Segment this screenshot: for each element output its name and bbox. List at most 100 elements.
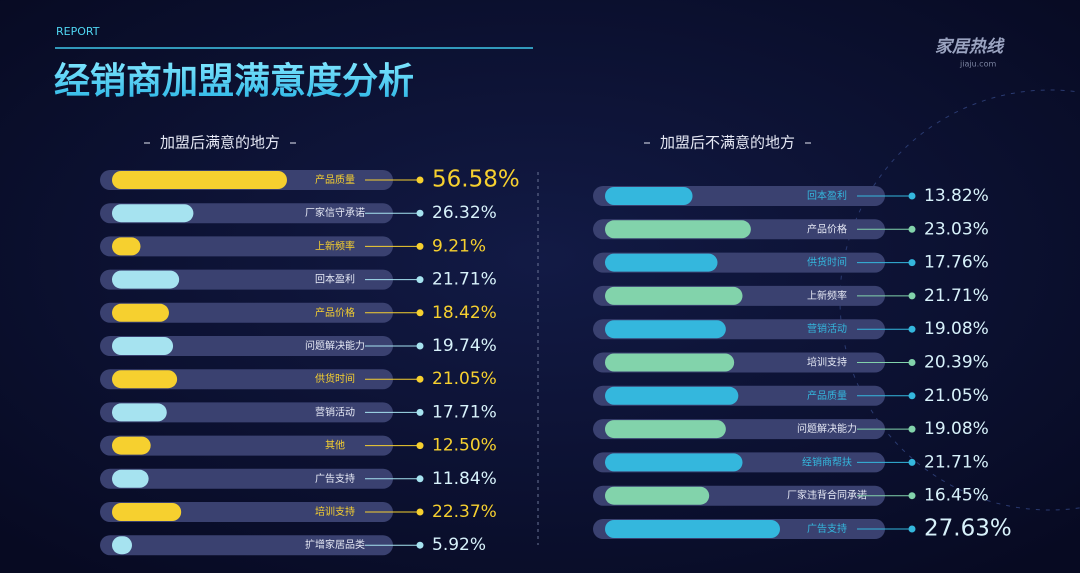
value-label: 18.42%: [432, 303, 497, 323]
page-title: 经销商加盟满意度分析: [54, 61, 414, 102]
bar: [112, 204, 194, 223]
bar-track: [100, 435, 393, 456]
leader-dot: [416, 375, 424, 383]
bar: [112, 337, 174, 355]
value-label: 26.32%: [432, 203, 497, 223]
leader-dot: [416, 475, 424, 483]
report-tag: REPORT: [56, 25, 100, 38]
bar-track: [100, 302, 393, 323]
leader-dot: [908, 359, 916, 366]
category-label: 供货时间: [807, 256, 847, 269]
leader-dot: [416, 408, 424, 416]
category-label: 其他: [325, 439, 345, 452]
bar-track: [100, 402, 393, 423]
value-label: 23.03%: [924, 219, 989, 239]
category-label: 培训支持: [807, 356, 847, 369]
category-label: 产品质量: [315, 173, 355, 186]
category-label: 上新频率: [807, 289, 847, 302]
value-label: 19.08%: [924, 419, 989, 439]
bar: [112, 237, 141, 256]
leader-dot: [908, 292, 916, 300]
leader-dot: [908, 392, 916, 400]
bar-track: [100, 535, 393, 556]
leader-dot: [416, 309, 424, 317]
value-label: 19.08%: [924, 319, 989, 339]
leader-dot: [416, 242, 424, 250]
bar-track: [100, 236, 393, 257]
bar: [605, 187, 693, 205]
category-label: 供货时间: [315, 372, 355, 385]
value-label: 22.37%: [432, 502, 497, 522]
leader-dot: [908, 425, 916, 433]
bar-track: [100, 336, 393, 356]
bar: [605, 320, 726, 339]
leader-dot: [908, 192, 916, 200]
value-label: 21.71%: [924, 452, 989, 472]
bar: [112, 436, 151, 455]
leader-dot: [416, 176, 424, 184]
category-label: 经销商帮扶: [802, 455, 852, 468]
value-label: 20.39%: [924, 353, 989, 373]
category-label: 产品质量: [807, 389, 847, 402]
value-label: 17.71%: [432, 402, 497, 422]
leader-dot: [908, 325, 916, 333]
category-label: 广告支持: [315, 472, 355, 485]
bar: [605, 520, 780, 538]
bar: [112, 536, 132, 555]
bar: [112, 171, 287, 189]
value-label: 21.71%: [924, 286, 989, 306]
bar: [112, 403, 167, 422]
leader-dot: [908, 259, 916, 267]
value-label: 11.84%: [432, 469, 497, 489]
value-label: 17.76%: [924, 253, 989, 273]
bar: [112, 503, 182, 521]
value-label: 21.05%: [432, 369, 497, 389]
leader-dot: [908, 492, 916, 500]
category-label: 扩增家居品类: [305, 538, 365, 551]
leader-dot: [416, 442, 424, 450]
value-label: 12.50%: [432, 436, 497, 456]
value-label: 21.71%: [432, 270, 497, 290]
leader-dot: [908, 225, 916, 233]
category-label: 问题解决能力: [305, 339, 365, 352]
bar: [112, 303, 169, 322]
bar: [112, 469, 149, 488]
bar: [605, 420, 726, 439]
value-label: 19.74%: [432, 336, 497, 356]
leader-dot: [416, 342, 424, 350]
bar: [605, 353, 735, 372]
value-label: 16.45%: [924, 486, 989, 506]
leader-dot: [908, 458, 916, 466]
category-label: 上新频率: [315, 239, 355, 252]
category-label: 培训支持: [315, 505, 355, 518]
value-label: 13.82%: [924, 186, 989, 206]
bar: [605, 220, 751, 239]
bar: [112, 270, 180, 289]
value-label: 27.63%: [924, 516, 1012, 542]
category-label: 问题解决能力: [797, 422, 857, 435]
category-label: 产品价格: [807, 222, 847, 235]
bar: [605, 486, 710, 505]
leader-dot: [416, 209, 424, 217]
value-label: 5.92%: [432, 535, 486, 555]
category-label: 产品价格: [315, 306, 355, 319]
leader-dot: [908, 525, 916, 533]
bar-track: [100, 468, 393, 489]
leader-dot: [416, 276, 424, 284]
leader-dot: [416, 541, 424, 549]
bar: [605, 386, 739, 405]
value-label: 56.58%: [432, 167, 520, 193]
bar: [112, 370, 178, 389]
chart-title: 加盟后满意的地方: [160, 134, 280, 152]
value-label: 21.05%: [924, 386, 989, 406]
category-label: 厂家违背合同承诺: [787, 489, 867, 502]
bar: [605, 453, 743, 472]
chart-title: 加盟后不满意的地方: [660, 134, 795, 152]
value-label: 9.21%: [432, 236, 486, 256]
category-label: 广告支持: [807, 522, 847, 535]
category-label: 厂家信守承诺: [305, 206, 365, 219]
leader-dot: [416, 508, 424, 516]
category-label: 营销活动: [315, 405, 355, 418]
bar: [605, 286, 743, 305]
